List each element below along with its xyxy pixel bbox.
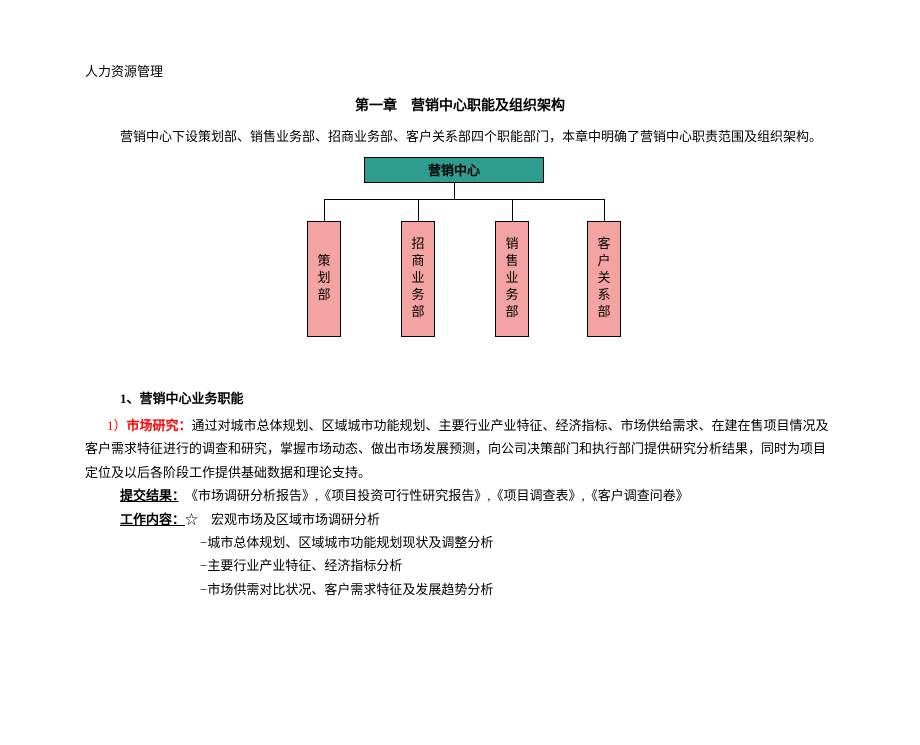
work-item: −主要行业产业特征、经济指标分析 [200,554,835,577]
work-item: −市场供需对比状况、客户需求特征及发展趋势分析 [200,578,835,601]
work-lead: ☆ 宏观市场及区域市场调研分析 [185,512,380,527]
submit-line: 提交结果： 《市场调研分析报告》,《项目投资可行性研究报告》,《项目调查表》,《… [120,484,835,507]
intro-text: 营销中心下设策划部、销售业务部、招商业务部、客户关系部四个职能部门，本章中明确了… [120,125,835,148]
submit-text: 《市场调研分析报告》,《项目投资可行性研究报告》,《项目调查表》,《客户调查问卷… [179,488,689,503]
work-item: −城市总体规划、区域城市功能规划现状及调整分析 [200,531,835,554]
item-number: 1） [107,418,127,433]
connector-line [512,199,513,221]
org-chart: 营销中心 策划部 招商业务部 销售业务部 客户关系部 [0,149,920,369]
org-child-box: 招商业务部 [401,221,435,337]
work-label: 工作内容： [120,512,185,527]
item-text: 通过对城市总体规划、区域城市功能规划、主要行业产业特征、经济指标、市场供给需求、… [85,418,829,480]
chapter-title: 第一章 营销中心职能及组织架构 [0,94,920,119]
org-root-box: 营销中心 [364,157,544,183]
submit-label: 提交结果： [120,488,179,503]
item-label: 市场研究： [127,418,192,433]
connector-line [454,183,455,199]
org-child-box: 策划部 [307,221,341,337]
connector-line [604,199,605,221]
header-label: 人力资源管理 [85,60,163,83]
connector-line [418,199,419,221]
org-child-box: 销售业务部 [495,221,529,337]
connector-line [324,199,325,221]
body-paragraph: 1）市场研究：通过对城市总体规划、区域城市功能规划、主要行业产业特征、经济指标、… [85,414,835,484]
connector-line [324,199,604,200]
section-title: 1、营销中心业务职能 [120,387,920,410]
org-child-box: 客户关系部 [587,221,621,337]
work-line: 工作内容：☆ 宏观市场及区域市场调研分析 [120,508,835,531]
